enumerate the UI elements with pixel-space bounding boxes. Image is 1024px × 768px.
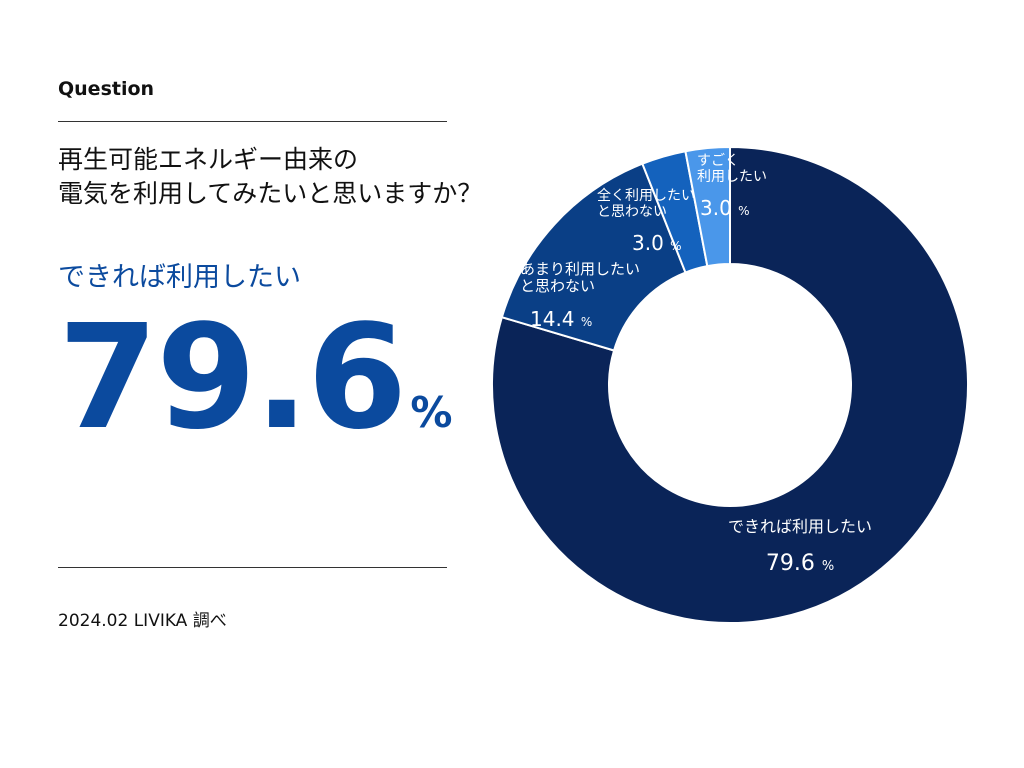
slice-label-line: すごく xyxy=(697,153,739,169)
slice-label-line: と思わない xyxy=(520,277,595,295)
slice-label-line: と思わない xyxy=(597,204,667,220)
highlight-percentage: 79.6 % xyxy=(58,292,452,462)
highlight-answer: できれば利用したい xyxy=(58,262,301,293)
donut-slice-1 xyxy=(491,145,969,624)
slice-label-line: 利用したい xyxy=(697,169,767,185)
highlight-value: 79.6 xyxy=(58,293,407,461)
source-note: 2024.02 LIVIKA 調べ xyxy=(58,611,227,631)
slice-value: 79.6 % xyxy=(766,551,834,576)
slice-label-line: できれば利用したい xyxy=(728,517,872,536)
top-divider xyxy=(58,121,447,122)
highlight-unit: % xyxy=(410,388,453,437)
donut-slice-4 xyxy=(684,145,731,268)
question-line-2: 電気を利用してみたいと思いますか？ xyxy=(58,179,483,208)
bottom-divider xyxy=(58,567,447,568)
slice-label-line: 全く利用したい xyxy=(597,187,695,204)
slice-value: 3.0 % xyxy=(700,196,750,220)
slice-label-1: できれば利用したい 79.6 % xyxy=(728,517,872,576)
question-line-1: 再生可能エネルギー由来の xyxy=(58,145,359,174)
slice-label-line: あまり利用したい xyxy=(520,260,640,278)
question-text: 再生可能エネルギー由来の 電気を利用してみたいと思いますか？ xyxy=(58,143,482,211)
donut-slice-2 xyxy=(500,162,687,352)
question-label: Question xyxy=(58,78,155,100)
